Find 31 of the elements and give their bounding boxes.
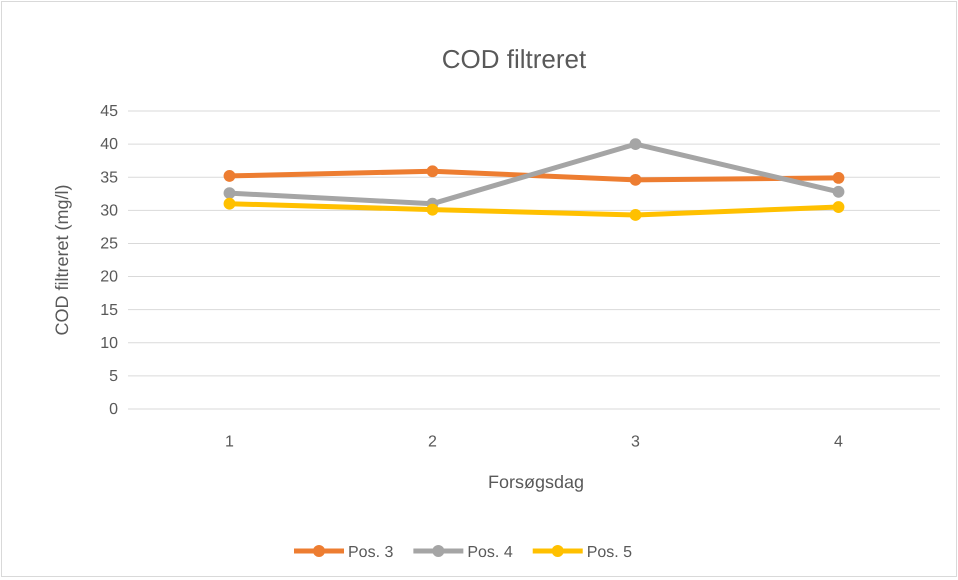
point	[832, 172, 844, 184]
chart-title: COD filtreret	[442, 44, 587, 74]
y-tick-label: 0	[109, 401, 118, 418]
point	[426, 204, 438, 216]
x-tick-label: 3	[631, 433, 640, 450]
point	[224, 187, 236, 200]
point	[832, 186, 844, 198]
y-tick-label: 20	[100, 268, 118, 286]
y-tick-label: 5	[109, 368, 118, 386]
x-tick-label: 2	[428, 433, 438, 450]
legend-label: Pos. 4	[467, 544, 513, 561]
x-tick-label: 1	[225, 433, 234, 450]
y-tick-label: 30	[100, 202, 118, 220]
y-tick-label: 40	[100, 136, 118, 154]
y-tick-label: 15	[100, 302, 118, 319]
x-axis-title: Forsøgsdag	[488, 472, 584, 492]
point	[630, 138, 642, 150]
y-tick-label: 45	[100, 103, 118, 120]
point	[224, 198, 236, 210]
y-axis-title: COD filtreret (mg/l)	[52, 184, 72, 336]
point	[426, 165, 438, 178]
y-tick-label: 25	[100, 236, 118, 253]
y-tick-label: 10	[100, 334, 118, 352]
legend-label: Pos. 5	[586, 544, 632, 561]
point	[224, 170, 236, 182]
legend-label: Pos. 3	[348, 544, 394, 561]
x-tick-label: 4	[834, 433, 844, 450]
point	[832, 201, 844, 213]
point	[630, 209, 642, 221]
point	[630, 174, 642, 186]
y-tick-label: 35	[100, 169, 118, 186]
